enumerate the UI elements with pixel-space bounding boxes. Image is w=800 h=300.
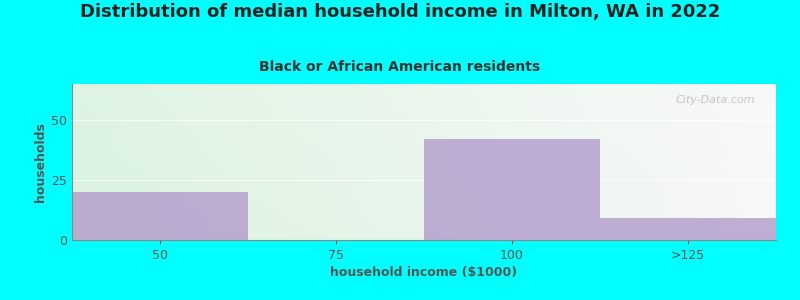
Text: Black or African American residents: Black or African American residents [259,60,541,74]
Y-axis label: households: households [34,122,47,202]
Text: City-Data.com: City-Data.com [675,95,755,105]
Text: Distribution of median household income in Milton, WA in 2022: Distribution of median household income … [80,3,720,21]
X-axis label: household income ($1000): household income ($1000) [330,266,518,279]
Bar [600,218,776,240]
Bar [72,192,248,240]
Bar [424,139,600,240]
